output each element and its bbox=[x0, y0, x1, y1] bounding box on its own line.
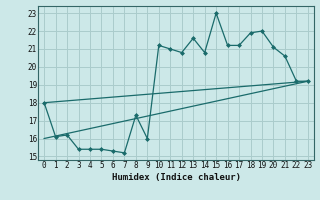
X-axis label: Humidex (Indice chaleur): Humidex (Indice chaleur) bbox=[111, 173, 241, 182]
